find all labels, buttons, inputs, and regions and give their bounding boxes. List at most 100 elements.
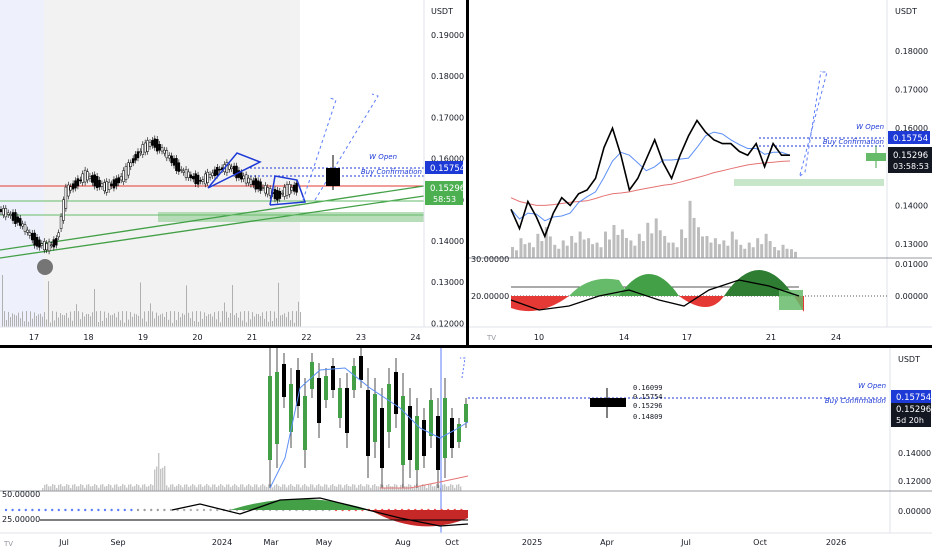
oscillator-dot xyxy=(130,508,133,512)
volume-bar xyxy=(216,487,218,491)
candle-body xyxy=(280,192,284,195)
projection-arrow-2 xyxy=(799,70,822,177)
time-tick-1: Jul xyxy=(58,538,69,547)
candle-body xyxy=(55,238,58,246)
price-candles xyxy=(268,348,468,488)
time-axis[interactable]: 17 18 19 20 21 22 23 24 xyxy=(29,333,421,342)
buy-confirmation-label: Buy Confirmation xyxy=(361,168,422,176)
volume-bar xyxy=(266,311,267,327)
volume-bar xyxy=(50,322,51,327)
oscillator-dot xyxy=(117,508,120,512)
time-axis[interactable]: Jul Sep 2024 Mar May Aug Oct 2025 Apr Jul Oct 2026 xyxy=(58,538,846,547)
volume-bar xyxy=(42,316,43,327)
weekly-chart-svg[interactable]: W Open Buy Confirmation 0.16099 0.15754 … xyxy=(0,348,932,550)
candle-body xyxy=(282,364,286,397)
projection-arrow-2 xyxy=(314,93,379,201)
volume-bar xyxy=(370,487,372,491)
volume-bar xyxy=(172,322,173,327)
volume-bar xyxy=(314,487,316,491)
volume-bar xyxy=(350,486,352,491)
time-axis[interactable]: 10 14 17 21 24 xyxy=(534,333,841,342)
volume-bar xyxy=(42,488,44,491)
volume-bar xyxy=(354,484,356,491)
candle-body xyxy=(206,171,209,183)
volume-bar xyxy=(104,311,105,327)
candle-body xyxy=(79,179,82,182)
time-tick-12: 2026 xyxy=(826,538,846,547)
oscillator-dot xyxy=(44,508,47,512)
volume-bar xyxy=(224,302,225,327)
oscillator-dot xyxy=(57,508,60,512)
volume-bar xyxy=(316,485,318,491)
candle-body xyxy=(218,168,221,171)
candle-body xyxy=(324,376,328,400)
volume-bar xyxy=(78,486,80,491)
volume-bar xyxy=(88,314,89,327)
candle-body xyxy=(76,178,80,187)
volume-bar xyxy=(154,318,155,327)
volume-bar xyxy=(326,484,328,491)
volume-bar xyxy=(717,244,721,258)
volume-bar xyxy=(266,486,268,491)
volume-bar xyxy=(519,238,523,258)
panel-divider-horizontal xyxy=(0,345,932,348)
candle-body xyxy=(21,223,24,227)
currency-label[interactable]: USDT xyxy=(895,7,917,16)
daily-chart-panel[interactable]: W Open Buy Confirmation USDT 0.18000 0.17… xyxy=(469,0,932,345)
volume-bar xyxy=(220,322,221,327)
osc-left-tick-1: 50.00000 xyxy=(2,490,40,499)
candle-body xyxy=(177,162,181,172)
candle-body xyxy=(136,151,140,159)
volume-bar xyxy=(128,484,130,491)
weekly-chart-panel[interactable]: W Open Buy Confirmation 0.16099 0.15754 … xyxy=(0,348,932,550)
volume-bar xyxy=(414,484,416,491)
volume-bar xyxy=(192,484,194,491)
price-tick-2: 0.18000 xyxy=(431,72,464,81)
volume-bar xyxy=(214,312,215,327)
volume-bar xyxy=(22,311,23,327)
candle-body xyxy=(100,183,104,187)
volume-bar xyxy=(78,311,79,327)
candle-body xyxy=(163,149,166,154)
volume-bar xyxy=(56,487,58,491)
candle-body xyxy=(252,180,255,186)
volume-bar xyxy=(404,486,406,491)
time-tick-2: Sep xyxy=(110,538,125,547)
currency-label[interactable]: USDT xyxy=(898,355,920,364)
intraday-chart-panel[interactable]: W Open Buy Confirmation USDT 0.19000 0.18… xyxy=(0,0,466,345)
volume-bar xyxy=(204,485,206,491)
volume-bar xyxy=(434,486,436,491)
volume-bar xyxy=(36,315,37,327)
oscillator-dot xyxy=(97,508,100,512)
time-tick-7: Oct xyxy=(445,538,459,547)
candle-body xyxy=(64,186,68,209)
volume-bar xyxy=(210,487,212,491)
session-shade-left xyxy=(0,0,44,327)
volume-bar xyxy=(132,316,133,327)
volume-bar xyxy=(40,313,41,327)
volume-bar xyxy=(274,311,275,327)
volume-bar xyxy=(108,484,110,491)
volume-bar xyxy=(86,313,87,327)
volume-bar xyxy=(122,311,123,327)
time-tick-5: 24 xyxy=(831,333,841,342)
volume-bar xyxy=(254,316,255,327)
volume-bar xyxy=(654,218,658,258)
price-tick-3: 0.16000 xyxy=(895,124,928,133)
volume-bar xyxy=(246,322,247,327)
volume-bar xyxy=(152,485,154,491)
volume-bar xyxy=(536,233,540,258)
candle-body xyxy=(213,169,217,177)
intraday-chart-svg[interactable]: W Open Buy Confirmation USDT 0.19000 0.18… xyxy=(0,0,466,345)
candle-body xyxy=(122,170,125,182)
candle-body xyxy=(30,233,34,241)
currency-label[interactable]: USDT xyxy=(431,7,453,16)
volume-bar xyxy=(452,484,454,491)
volume-bar xyxy=(52,311,53,327)
volume-bar xyxy=(90,316,91,327)
volume-bar xyxy=(20,318,21,327)
volume-bar xyxy=(98,322,99,327)
daily-chart-svg[interactable]: W Open Buy Confirmation USDT 0.18000 0.17… xyxy=(469,0,932,345)
volume-bar xyxy=(312,484,314,491)
volume-bar xyxy=(322,486,324,491)
